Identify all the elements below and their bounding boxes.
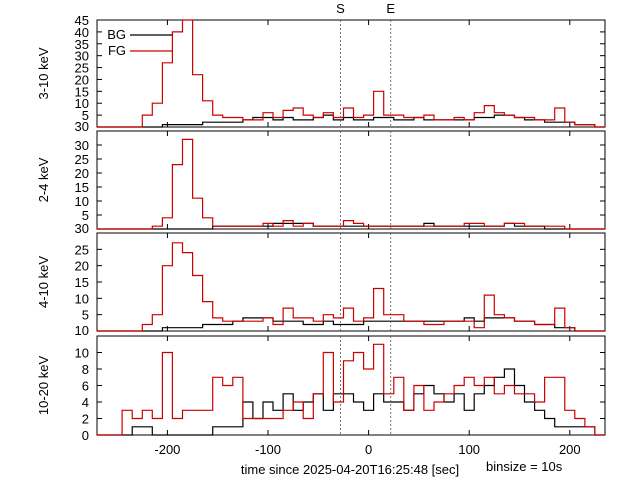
y-tick-label: 40: [75, 25, 89, 40]
y-tick-label: 20: [75, 166, 89, 181]
y-tick-label: 4: [82, 395, 89, 410]
markers-layer: -200 -100 0 100 200 S E: [154, 1, 580, 457]
y-tick-label: 20: [75, 72, 89, 87]
panel-frame: [96, 232, 606, 332]
series-fg: [97, 242, 605, 332]
y-tick-label: 15: [75, 180, 89, 195]
panel-frame: [96, 335, 606, 436]
y-axis-title: 3-10 keV: [36, 47, 51, 99]
y-tick-label: 8: [82, 362, 89, 377]
y-tick-label: 6: [82, 379, 89, 394]
x-axis-title: time since 2025-04-20T16:25:48 [sec]: [241, 462, 459, 477]
y-tick-label-bottom: 10: [75, 323, 89, 338]
y-axis-title: 4-10 keV: [36, 256, 51, 308]
y-tick-label-bottom: 30: [75, 221, 89, 236]
marker-label-e: E: [386, 1, 395, 16]
y-axis-title: 10-20 keV: [36, 356, 51, 416]
series-bg: [97, 317, 605, 332]
panel-frame: [96, 19, 606, 128]
binsize-label: binsize = 10s: [486, 459, 563, 474]
series-fg: [97, 19, 605, 128]
y-axis-title: 2-4 keV: [36, 157, 51, 202]
y-tick-label: 5: [82, 308, 89, 323]
y-tick-label: 15: [75, 275, 89, 290]
y-tick-label: 5: [82, 108, 89, 123]
y-tick-label: 25: [75, 61, 89, 76]
panel-frame: [96, 130, 606, 230]
y-tick-label: 20: [75, 259, 89, 274]
y-tick-label: 25: [75, 152, 89, 167]
y-tick-label: 10: [75, 194, 89, 209]
y-tick-label: 30: [75, 49, 89, 64]
panel-3: 02 46 810 10-20 keV: [36, 335, 606, 443]
x-tick-label: -200: [154, 442, 180, 457]
y-tick-label: 25: [75, 242, 89, 257]
series-fg: [97, 138, 605, 230]
y-tick-label: 35: [75, 37, 89, 52]
x-tick-label: 0: [365, 442, 372, 457]
x-tick-label: 200: [559, 442, 581, 457]
legend-label-fg: FG: [108, 43, 126, 58]
y-tick-label: 15: [75, 84, 89, 99]
series-bg: [97, 114, 605, 128]
y-tick-label: 10: [75, 291, 89, 306]
y-tick-label: 10: [75, 96, 89, 111]
y-tick-label: 45: [75, 13, 89, 28]
y-tick-label-bottom: 30: [75, 119, 89, 134]
series-fg: [97, 343, 605, 436]
y-tick-label: 2: [82, 412, 89, 427]
y-tick-label: 5: [82, 208, 89, 223]
y-tick-label: 10: [75, 346, 89, 361]
marker-label-s: S: [336, 1, 345, 16]
x-tick-label: -100: [255, 442, 281, 457]
y-tick-label: 0: [82, 428, 89, 443]
y-tick-label: 30: [75, 138, 89, 153]
series-bg: [97, 368, 605, 436]
x-tick-label: 100: [458, 442, 480, 457]
legend-label-bg: BG: [107, 27, 126, 42]
